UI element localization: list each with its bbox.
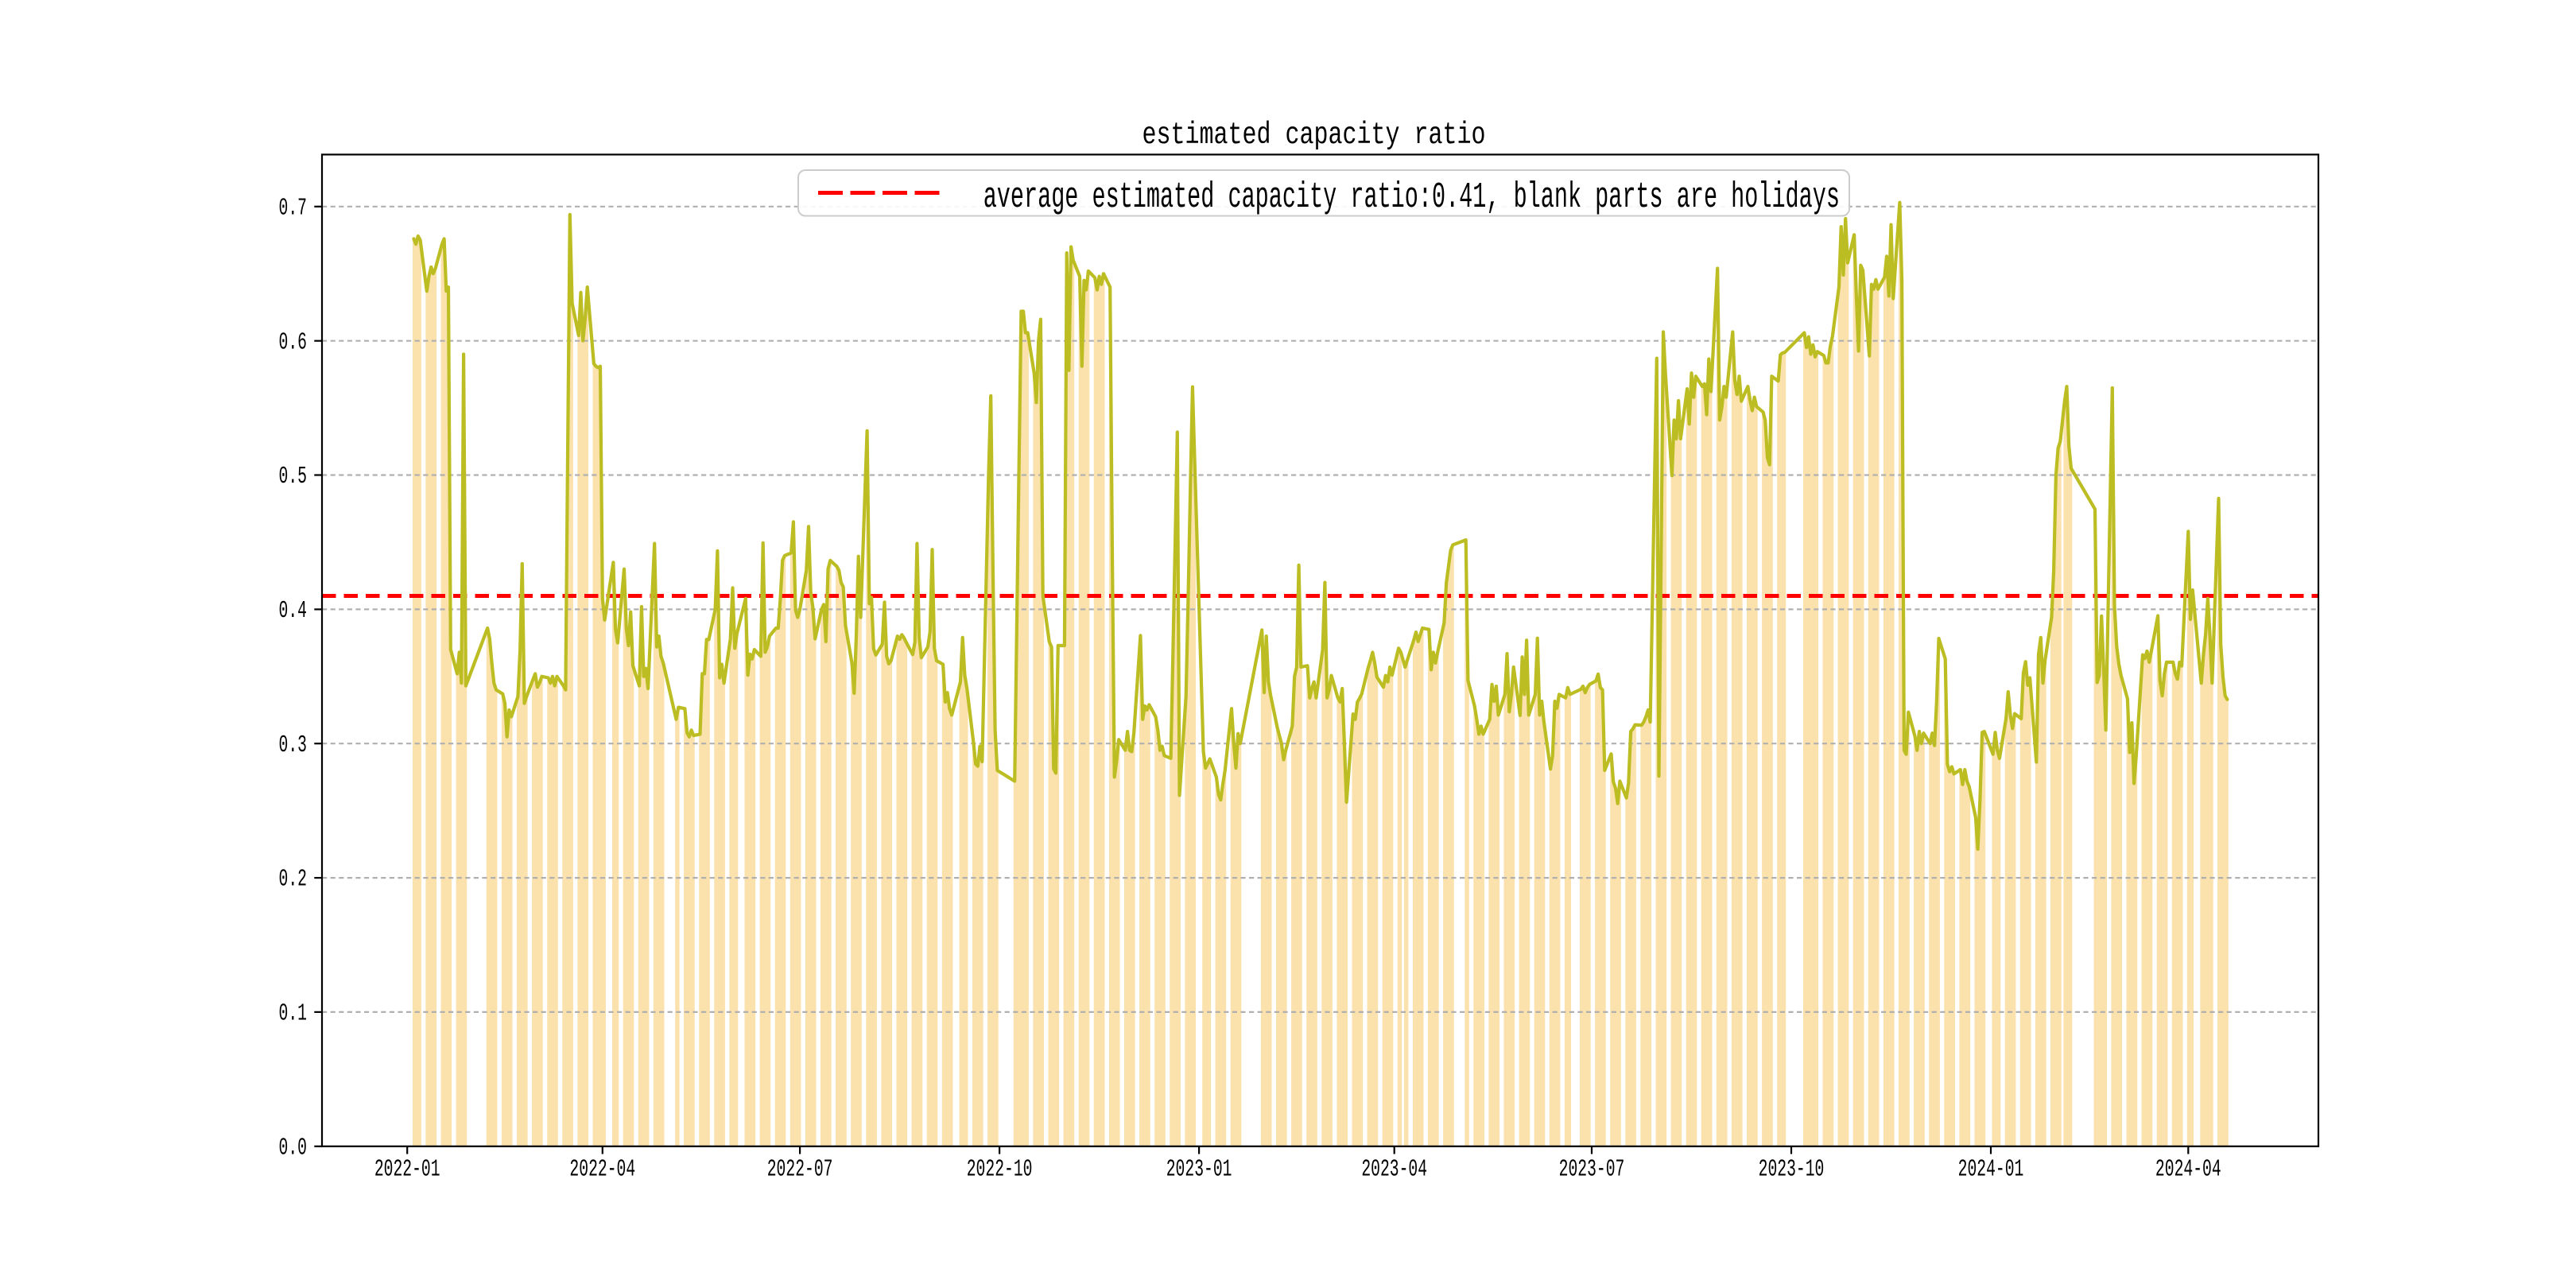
svg-text:0.6: 0.6 (279, 328, 307, 355)
svg-text:0.7: 0.7 (279, 194, 307, 221)
svg-text:2024-04: 2024-04 (2155, 1155, 2221, 1182)
svg-text:2024-01: 2024-01 (1958, 1155, 2024, 1182)
svg-text:0.2: 0.2 (279, 866, 307, 893)
svg-text:2023-07: 2023-07 (1559, 1155, 1625, 1182)
svg-text:0.0: 0.0 (279, 1134, 307, 1161)
svg-text:2023-10: 2023-10 (1759, 1155, 1825, 1182)
svg-text:2022-10: 2022-10 (967, 1155, 1033, 1182)
svg-text:estimated capacity ratio: estimated capacity ratio (1143, 118, 1486, 153)
svg-text:2022-07: 2022-07 (767, 1155, 833, 1182)
svg-text:0.5: 0.5 (279, 463, 307, 490)
svg-text:2022-01: 2022-01 (374, 1155, 440, 1182)
svg-text:0.3: 0.3 (279, 731, 307, 758)
svg-text:2023-01: 2023-01 (1166, 1155, 1232, 1182)
svg-text:average estimated capacity rat: average estimated capacity ratio:0.41, b… (983, 177, 1840, 219)
svg-text:2023-04: 2023-04 (1361, 1155, 1427, 1182)
svg-text:0.1: 0.1 (279, 1000, 307, 1027)
svg-text:2022-04: 2022-04 (569, 1155, 635, 1182)
svg-text:0.4: 0.4 (279, 597, 307, 624)
